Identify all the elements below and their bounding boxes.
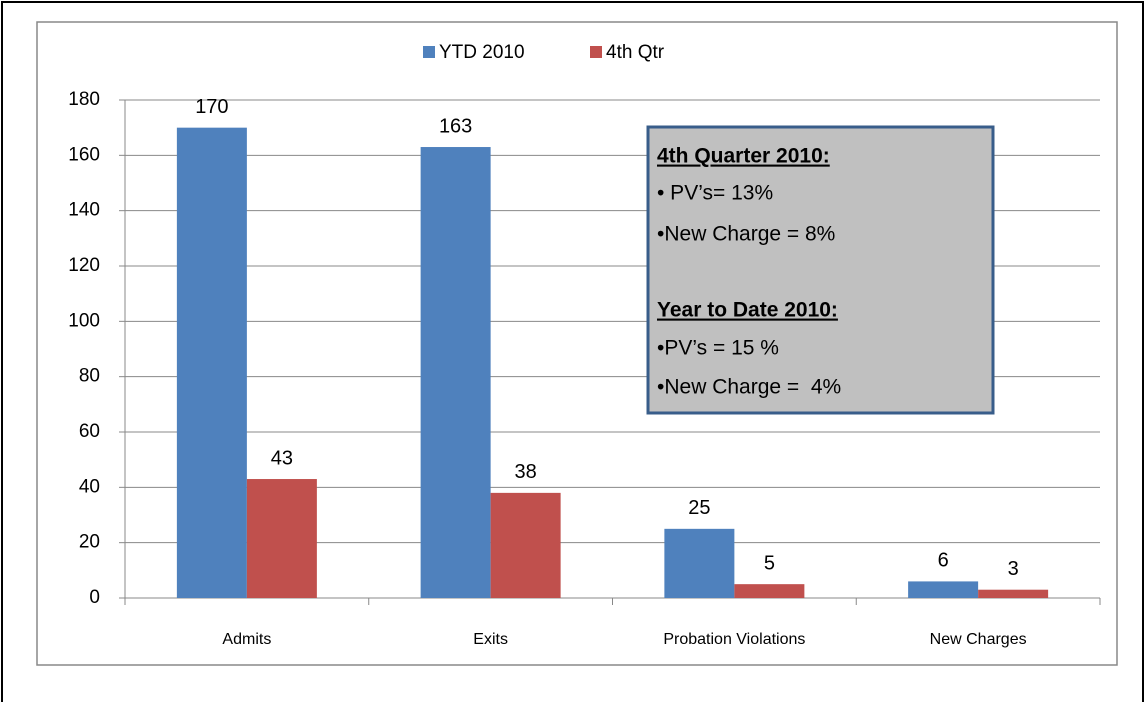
annotation-item: •New Charge = 4% (657, 376, 841, 399)
y-tick-label: 100 (68, 310, 100, 331)
y-tick-label: 20 (79, 532, 100, 553)
bar (978, 589, 1049, 598)
y-tick-label: 160 (68, 144, 100, 165)
legend-swatch (423, 46, 435, 58)
bar (246, 479, 317, 598)
bar (420, 147, 491, 599)
y-tick-label: 0 (89, 587, 100, 608)
data-label: 163 (439, 115, 472, 137)
data-label: 25 (688, 497, 710, 519)
x-tick-label: Exits (473, 631, 508, 648)
annotation-heading: 4th Quarter 2010: (657, 145, 830, 168)
x-tick-label: New Charges (930, 631, 1027, 648)
bar (908, 581, 979, 598)
y-tick-label: 140 (68, 200, 100, 221)
data-label: 43 (271, 447, 293, 469)
bar (734, 584, 805, 598)
data-label: 5 (764, 552, 775, 574)
annotation-item: •PV’s = 15 % (657, 337, 779, 360)
annotation-heading: Year to Date 2010: (657, 299, 838, 322)
y-tick-label: 180 (68, 89, 100, 110)
bar (176, 127, 247, 599)
data-label: 170 (195, 96, 228, 118)
bar (664, 528, 735, 598)
y-tick-label: 80 (79, 366, 100, 387)
data-label: 3 (1008, 558, 1019, 580)
y-tick-label: 40 (79, 476, 100, 497)
y-tick-label: 60 (79, 421, 100, 442)
legend-swatch (590, 46, 602, 58)
data-label: 6 (938, 550, 949, 572)
annotation-item: • PV’s= 13% (657, 182, 773, 205)
data-label: 38 (515, 461, 537, 483)
y-tick-label: 120 (68, 255, 100, 276)
legend-label: 4th Qtr (606, 42, 665, 63)
annotation-item: •New Charge = 8% (657, 223, 835, 246)
x-tick-label: Admits (222, 631, 271, 648)
x-tick-label: Probation Violations (663, 631, 805, 648)
bar (490, 492, 561, 598)
legend-label: YTD 2010 (439, 42, 525, 63)
annotation-box (646, 125, 995, 415)
